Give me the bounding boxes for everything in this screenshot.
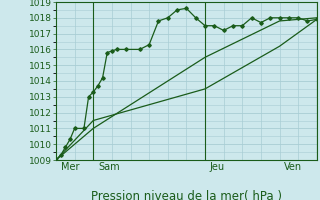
Text: Sam: Sam <box>98 162 120 172</box>
Text: Ven: Ven <box>284 162 302 172</box>
Text: Pression niveau de la mer( hPa ): Pression niveau de la mer( hPa ) <box>91 190 282 200</box>
Text: Jeu: Jeu <box>210 162 225 172</box>
Text: Mer: Mer <box>61 162 79 172</box>
